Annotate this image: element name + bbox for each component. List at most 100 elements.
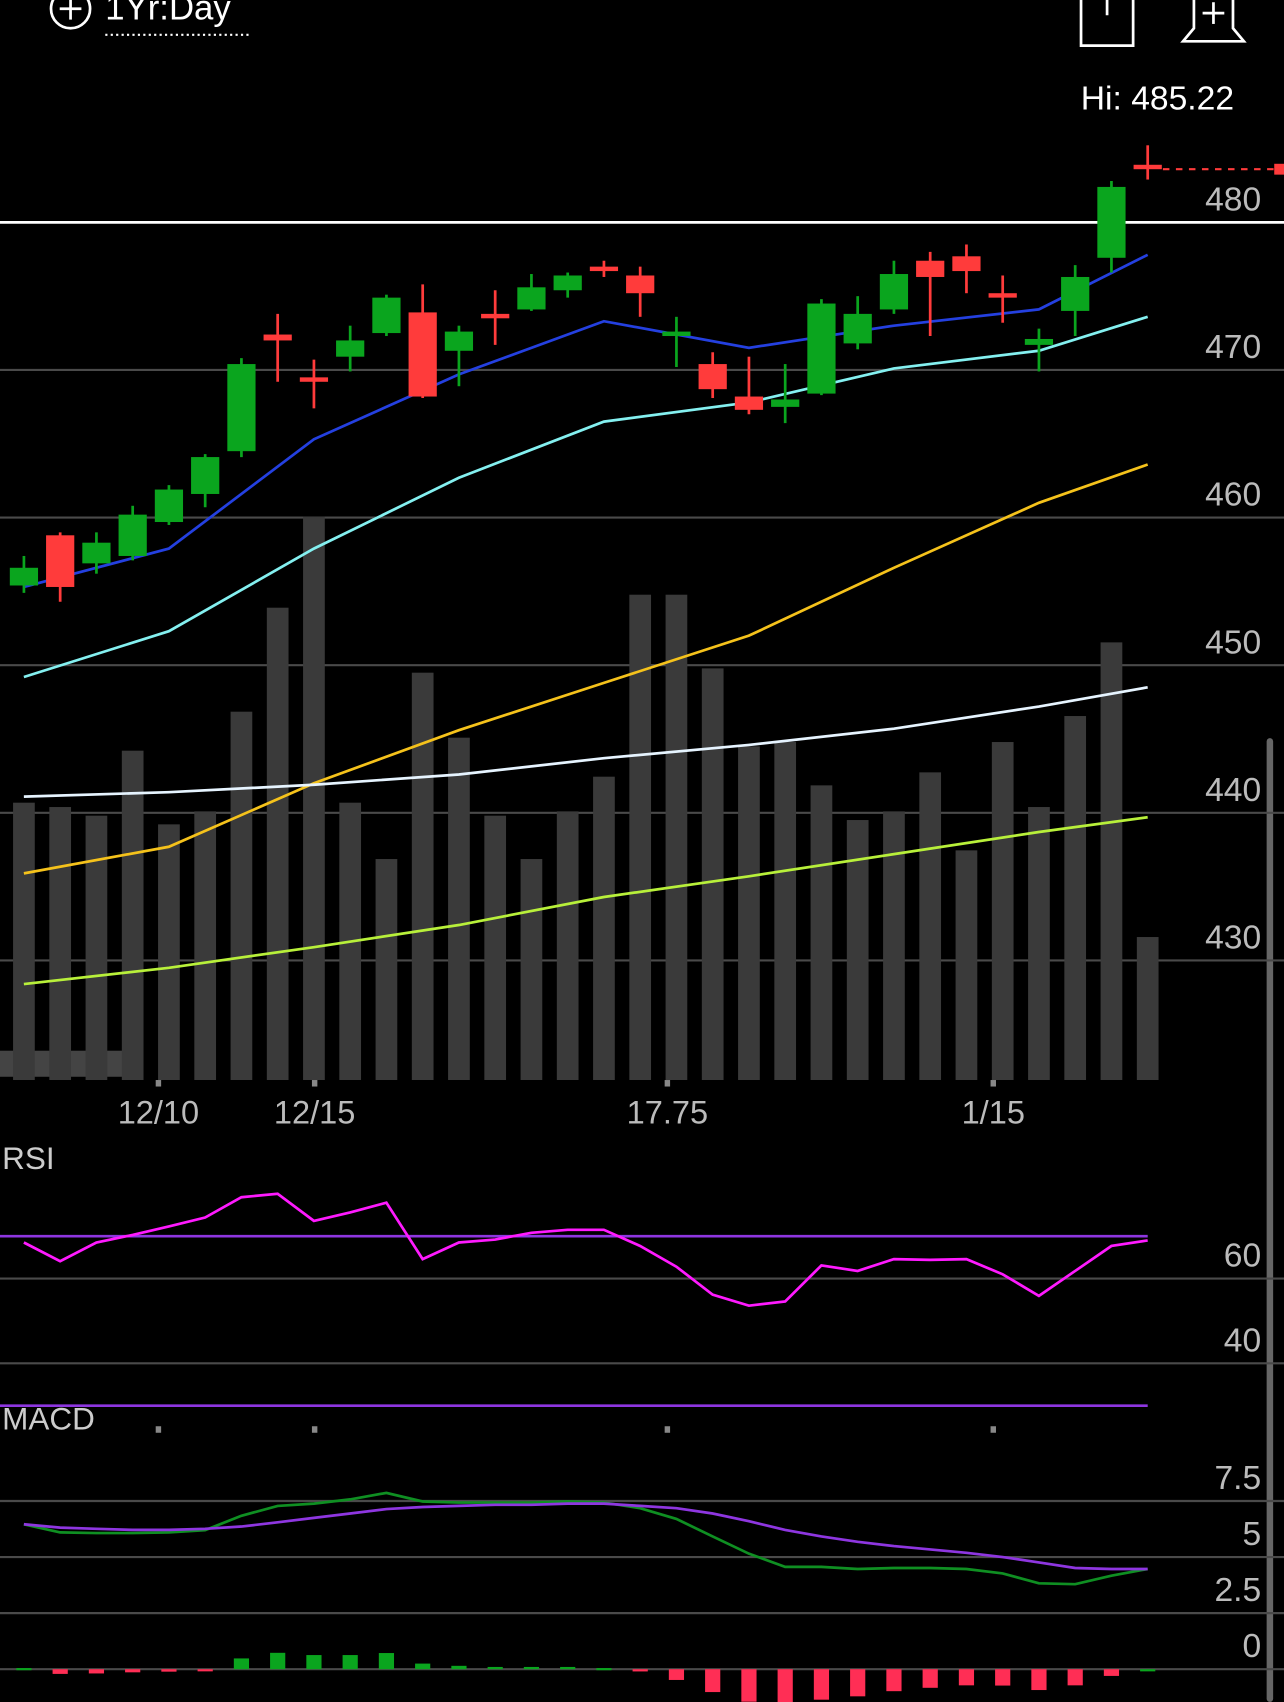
histogram-bar — [161, 1669, 177, 1672]
volume-bar — [121, 750, 144, 1081]
candle-body — [771, 399, 800, 407]
candle-body — [952, 256, 981, 272]
moving-average — [23, 815, 1148, 986]
histogram-bar — [523, 1666, 540, 1670]
histogram-bar — [52, 1669, 68, 1674]
candle-body — [372, 297, 401, 334]
high-label: Hi: 485.22 — [1081, 81, 1234, 118]
x-tick-label: 12/15 — [274, 1094, 355, 1130]
candle-body — [553, 275, 582, 291]
histogram-bar — [813, 1669, 830, 1700]
histogram-bar — [16, 1668, 32, 1671]
volume-bar — [375, 859, 398, 1081]
volume-bar — [556, 811, 579, 1081]
y-tick-label: 40 — [1224, 1322, 1261, 1359]
y-tick-label: 450 — [1205, 624, 1261, 661]
candle-body — [46, 535, 75, 587]
scrollbar[interactable] — [1266, 738, 1274, 1702]
candle-body — [1024, 338, 1054, 345]
histogram-bar — [705, 1669, 721, 1693]
candle-body — [843, 313, 872, 344]
histogram-bar — [306, 1655, 322, 1670]
panel-title: RSI — [2, 1141, 54, 1176]
candle-body — [227, 364, 256, 452]
histogram-bar — [378, 1653, 395, 1670]
plots: 430 440 450 460 470 480 12/10 12/15 17.75 1/15 40 6… — [0, 145, 1284, 1702]
histogram-bar — [668, 1669, 685, 1680]
histogram-bar — [777, 1669, 793, 1702]
alert-icon[interactable] — [1180, 0, 1247, 43]
volume-bar — [810, 785, 833, 1081]
candle-body — [662, 331, 691, 337]
histogram-bar — [596, 1668, 612, 1671]
y-tick-label: 60 — [1224, 1238, 1261, 1275]
histogram-bar — [1140, 1669, 1156, 1672]
histogram-bar — [88, 1669, 105, 1674]
candle-body — [988, 293, 1017, 298]
volume-bar — [266, 607, 289, 1081]
volume-bar — [194, 811, 217, 1081]
volume-bar — [919, 772, 942, 1081]
candle-body — [916, 260, 945, 277]
volume-bar — [448, 737, 470, 1081]
candle-body — [481, 313, 510, 319]
candle-body — [154, 489, 184, 523]
range-label[interactable]: 1Yr:Day — [105, 0, 231, 28]
y-tick-label: 460 — [1205, 477, 1261, 514]
y-tick-label: 7.5 — [1214, 1460, 1261, 1497]
candle-body — [807, 303, 836, 394]
candle-body — [1097, 186, 1126, 258]
volume-bar — [774, 742, 797, 1081]
histogram-bar — [125, 1669, 141, 1673]
add-icon[interactable] — [49, 0, 92, 30]
candle-body — [1133, 164, 1162, 170]
volume-bar — [411, 672, 434, 1081]
candle-body — [589, 266, 619, 272]
volume-bar — [85, 815, 108, 1081]
x-tick-label: 12/10 — [118, 1094, 199, 1130]
y-tick-label: 440 — [1205, 772, 1261, 809]
y-tick-label: 0 — [1243, 1628, 1262, 1665]
histogram-bar — [451, 1665, 467, 1670]
share-icon[interactable] — [1079, 0, 1135, 48]
candle-body — [879, 274, 909, 310]
histogram-bar — [560, 1666, 576, 1670]
share-box — [1079, 0, 1135, 48]
y-tick-label: 430 — [1205, 920, 1261, 957]
moving-average — [23, 253, 1149, 589]
histogram-bar — [850, 1669, 866, 1697]
candle-body — [626, 275, 655, 294]
volume-bar — [991, 742, 1014, 1081]
y-tick-label: 480 — [1205, 181, 1261, 218]
volume-bar — [738, 746, 760, 1081]
volume-bar — [701, 668, 724, 1081]
y-tick-label: 5 — [1243, 1516, 1262, 1553]
y-tick-label: 470 — [1205, 329, 1261, 366]
volume-bar — [955, 850, 978, 1081]
range-selector[interactable]: 1Yr:Day — [49, 0, 251, 36]
candle-body — [263, 334, 292, 341]
bell — [1180, 0, 1247, 43]
x-tick-label: 17.75 — [627, 1094, 708, 1130]
candle-body — [1061, 276, 1090, 311]
volume-bar — [846, 820, 869, 1081]
macd-line — [23, 1502, 1148, 1571]
candle-body — [118, 514, 147, 556]
moving-average — [23, 463, 1149, 875]
panel-title: MACD — [2, 1402, 95, 1437]
histogram-bar — [342, 1655, 358, 1670]
histogram-bar — [632, 1669, 648, 1672]
candle-body — [698, 364, 727, 390]
candle-body — [9, 567, 39, 586]
candle-body — [408, 312, 437, 397]
volume-bar — [158, 824, 180, 1081]
moving-average — [23, 315, 1149, 679]
volume-bar — [1136, 937, 1159, 1081]
volume-bar — [665, 594, 688, 1081]
volume-bar — [629, 594, 652, 1081]
volume-bar — [1028, 807, 1050, 1081]
candle-body — [191, 457, 220, 494]
volume-bar — [593, 776, 615, 1081]
histogram-bar — [886, 1669, 902, 1692]
histogram-bar — [958, 1669, 975, 1686]
